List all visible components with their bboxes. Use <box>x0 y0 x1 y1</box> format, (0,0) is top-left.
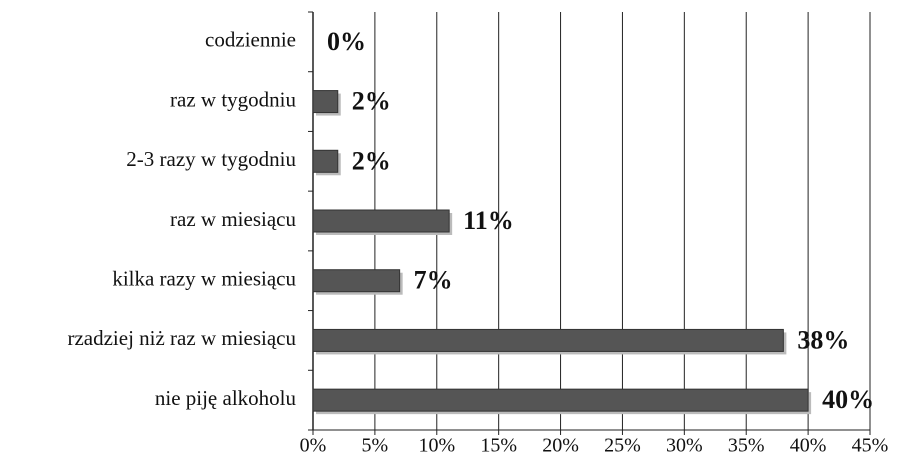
x-tick-label: 20% <box>542 435 579 457</box>
x-tick-label: 15% <box>480 435 517 457</box>
y-tick-label: 2-3 razy w tygodniu <box>126 147 296 171</box>
bar <box>312 149 339 173</box>
bar <box>312 388 809 412</box>
value-label: 0% <box>327 27 366 56</box>
y-tick-label: kilka razy w miesiącu <box>112 267 296 291</box>
bar <box>312 269 401 293</box>
bar <box>312 90 339 114</box>
x-tick-label: 30% <box>666 435 703 457</box>
x-tick-label: 40% <box>790 435 827 457</box>
y-tick-label: raz w miesiącu <box>170 207 296 231</box>
value-label: 40% <box>822 385 874 414</box>
value-label: 2% <box>352 146 391 175</box>
x-tick-label: 35% <box>728 435 765 457</box>
y-tick-label: raz w tygodniu <box>170 87 296 111</box>
bar <box>312 209 450 233</box>
y-tick-label: rzadziej niż raz w miesiącu <box>67 326 296 350</box>
x-tick-label: 0% <box>300 435 327 457</box>
value-label: 11% <box>463 206 514 235</box>
y-tick-label: nie piję alkoholu <box>155 386 297 410</box>
x-tick-label: 45% <box>852 435 889 457</box>
x-tick-label: 25% <box>604 435 641 457</box>
x-tick-label: 10% <box>418 435 455 457</box>
bar <box>312 328 784 352</box>
y-tick-label: codziennie <box>205 28 296 52</box>
value-label: 38% <box>797 325 849 354</box>
x-tick-label: 5% <box>362 435 389 457</box>
value-label: 2% <box>352 87 391 116</box>
value-label: 7% <box>414 266 453 295</box>
